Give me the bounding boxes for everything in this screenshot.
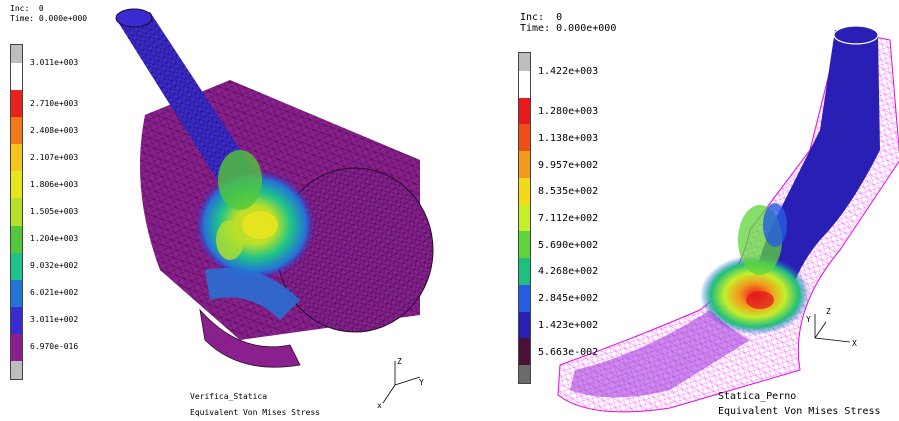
legend-label: 1.280e+003 bbox=[538, 106, 599, 118]
legend-label: 1.138e+003 bbox=[538, 132, 599, 144]
legend-label: 1.806e+003 bbox=[30, 179, 79, 189]
svg-text:X: X bbox=[852, 339, 857, 348]
right-result-panel: Inc: 0 Time: 0.000e+000 bbox=[450, 0, 899, 421]
legend-swatch bbox=[519, 124, 530, 152]
legend-underflow-cap bbox=[519, 365, 530, 383]
legend-swatch bbox=[11, 252, 22, 280]
legend-label: 5.690e+002 bbox=[538, 239, 599, 251]
right-result-name: Equivalent Von Mises Stress bbox=[718, 406, 881, 417]
left-increment-readout: Inc: 0 bbox=[10, 4, 44, 13]
right-job-name: Statica_Perno bbox=[718, 391, 797, 402]
legend-swatch bbox=[11, 144, 22, 172]
legend-overflow-cap bbox=[11, 45, 22, 63]
svg-text:Y: Y bbox=[419, 378, 424, 387]
legend-swatch bbox=[11, 90, 22, 118]
legend-label: 2.845e+002 bbox=[538, 293, 599, 305]
legend-label: 1.505e+003 bbox=[30, 207, 79, 216]
left-stress-legend bbox=[10, 44, 23, 380]
left-result-name: Equivalent Von Mises Stress bbox=[190, 408, 321, 417]
legend-swatch bbox=[519, 284, 530, 312]
right-fe-model bbox=[557, 25, 899, 413]
legend-swatch bbox=[519, 231, 530, 259]
left-fe-model bbox=[115, 8, 434, 368]
legend-swatch bbox=[519, 204, 530, 232]
legend-label: 1.204e+003 bbox=[30, 234, 79, 244]
legend-underflow-cap bbox=[11, 361, 22, 379]
legend-label: 6.970e-016 bbox=[30, 342, 79, 352]
svg-text:x: x bbox=[377, 401, 382, 410]
legend-swatch bbox=[11, 198, 22, 226]
legend-label: 9.957e+002 bbox=[538, 159, 599, 171]
legend-label: 7.112e+002 bbox=[538, 213, 599, 224]
legend-label: 4.268e+002 bbox=[538, 266, 599, 278]
legend-label: 2.710e+003 bbox=[30, 98, 79, 108]
legend-swatch bbox=[519, 71, 530, 98]
legend-swatch bbox=[11, 306, 22, 334]
legend-label: 2.107e+003 bbox=[30, 152, 79, 162]
legend-label: 1.422e+003 bbox=[538, 66, 599, 77]
legend-swatch bbox=[11, 279, 22, 307]
right-axis-triad: Z Y X bbox=[806, 307, 857, 348]
legend-swatch bbox=[11, 117, 22, 145]
right-stress-legend bbox=[518, 52, 531, 384]
legend-label: 1.423e+002 bbox=[538, 319, 599, 331]
svg-text:Z: Z bbox=[826, 307, 831, 316]
legend-swatch bbox=[519, 258, 530, 285]
legend-overflow-cap bbox=[519, 53, 530, 71]
svg-text:Z: Z bbox=[397, 357, 402, 366]
left-job-name: Verifica_Statica bbox=[190, 392, 268, 401]
right-increment-readout: Inc: 0 bbox=[520, 12, 563, 23]
legend-label: 2.408e+003 bbox=[30, 125, 79, 135]
legend-swatch bbox=[11, 171, 22, 199]
legend-swatch bbox=[11, 225, 22, 253]
legend-swatch bbox=[11, 63, 22, 91]
left-axis-triad: Z Y x bbox=[377, 357, 424, 410]
right-time-readout: Time: 0.000e+000 bbox=[520, 23, 617, 34]
legend-label: 3.011e+002 bbox=[30, 315, 79, 325]
left-time-readout: Time: 0.000e+000 bbox=[10, 14, 88, 23]
legend-label: 3.011e+003 bbox=[30, 58, 79, 67]
legend-label: 9.032e+002 bbox=[30, 261, 79, 271]
legend-swatch bbox=[11, 333, 22, 361]
legend-swatch bbox=[519, 177, 530, 205]
svg-text:Y: Y bbox=[806, 315, 811, 324]
legend-swatch bbox=[519, 151, 530, 178]
left-result-panel: Inc: 0 Time: 0.000e+000 bbox=[10, 4, 434, 417]
legend-label: 5.663e-002 bbox=[538, 346, 599, 358]
legend-swatch bbox=[519, 338, 530, 365]
legend-swatch bbox=[519, 97, 530, 125]
legend-label: 8.535e+002 bbox=[538, 186, 599, 198]
legend-label: 6.021e+002 bbox=[30, 288, 79, 298]
legend-swatch bbox=[519, 311, 530, 339]
